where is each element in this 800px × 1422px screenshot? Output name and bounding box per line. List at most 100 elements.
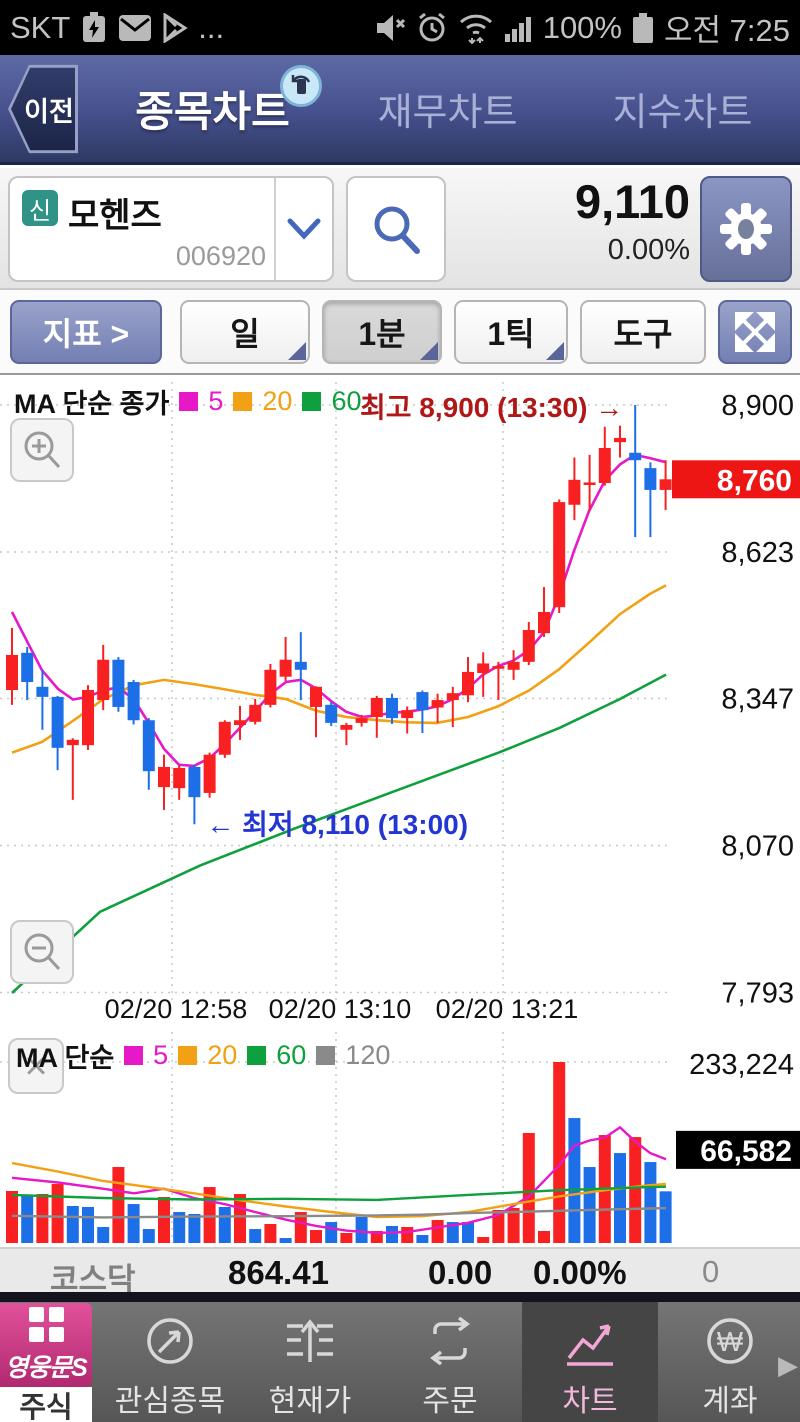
- stock-menu-label[interactable]: 주식: [0, 1387, 92, 1422]
- corner-triangle: [546, 342, 564, 360]
- search-button[interactable]: [346, 176, 446, 282]
- gear-icon: [720, 203, 772, 255]
- legend-swatch-ma5: [179, 392, 199, 411]
- legend-title: MA 단순 종가: [14, 389, 170, 419]
- expand-icon: [735, 312, 775, 352]
- price-change-pct: 0.00%: [607, 234, 690, 266]
- legend-swatch-ma60: [302, 392, 322, 411]
- nav-item-watchlist[interactable]: 관심종목: [102, 1302, 238, 1422]
- alarm-icon: [416, 12, 448, 44]
- back-button[interactable]: 이전: [8, 64, 78, 154]
- nav-label: 관심종목: [114, 1385, 226, 1418]
- indicator-label: 지표 >: [42, 316, 130, 352]
- nav-separator: [0, 1292, 800, 1302]
- button-label: 1분: [358, 316, 406, 352]
- stock-info-row: 신 모헨즈 006920 9,110 0.00%: [0, 168, 800, 290]
- period-1min-button[interactable]: 1분: [322, 300, 442, 364]
- stock-dropdown-button[interactable]: [274, 178, 332, 280]
- status-bar: SKT ... 100%: [0, 0, 800, 55]
- watchlist-icon: [147, 1318, 193, 1364]
- svg-text:8,070: 8,070: [721, 830, 794, 862]
- period-day-button[interactable]: 일: [180, 300, 310, 364]
- legend-label: 60: [276, 1040, 307, 1070]
- battery-percent: 100%: [542, 9, 622, 45]
- legend-title: MA 단순: [16, 1043, 115, 1073]
- chevron-down-icon: [287, 218, 321, 240]
- main-chart-canvas[interactable]: 8,900 8,623 8,347 8,070 7,793 02/20 12:58 02/2…: [0, 375, 800, 1035]
- volume-chart-canvas[interactable]: 233,224 66,582: [0, 1030, 800, 1252]
- current-price-icon: [287, 1319, 333, 1362]
- stock-selector[interactable]: 신 모헨즈 006920: [8, 176, 334, 282]
- top-nav: 이전 종목차트 재무차트 지수차트: [0, 55, 800, 165]
- chart-tabs: 종목차트 재무차트 지수차트: [95, 55, 800, 162]
- tools-button[interactable]: 도구: [580, 300, 706, 364]
- legend-swatch-ma5: [124, 1046, 144, 1065]
- svg-text:02/20 13:21: 02/20 13:21: [436, 994, 579, 1024]
- rotate-screen-icon[interactable]: [280, 65, 322, 107]
- index-value: 864.41: [228, 1254, 329, 1291]
- svg-text:233,224: 233,224: [689, 1049, 794, 1081]
- svg-text:8,900: 8,900: [721, 390, 794, 422]
- tab-label: 지수차트: [612, 92, 753, 134]
- button-label: 1틱: [487, 316, 535, 352]
- mute-icon: [373, 12, 407, 44]
- nav-label: 주문: [422, 1385, 478, 1418]
- chart-toolbar: 지표 > 일 1분 1틱 도구: [0, 290, 800, 375]
- nav-item-account[interactable]: ₩ 계좌: [662, 1302, 798, 1422]
- index-bar[interactable]: 코스닥 864.41 0.00 0.00% 0: [0, 1247, 800, 1297]
- stock-code: 006920: [175, 241, 266, 271]
- settings-button[interactable]: [700, 176, 792, 282]
- svg-text:66,582: 66,582: [700, 1135, 792, 1168]
- svg-text:₩: ₩: [717, 1326, 744, 1357]
- close-volume-button[interactable]: ×: [8, 1038, 64, 1094]
- fullscreen-button[interactable]: [718, 300, 792, 364]
- volume-ma-legend: MA 단순 5 20 60 120: [16, 1036, 390, 1075]
- index-name: 코스닥: [50, 1262, 136, 1297]
- corner-triangle: [288, 342, 306, 360]
- indicator-button[interactable]: 지표 >: [10, 300, 162, 364]
- tab-financial-chart[interactable]: 재무차트: [330, 55, 565, 162]
- app-logo-button[interactable]: 영웅문S: [0, 1303, 92, 1387]
- svg-text:02/20 12:58: 02/20 12:58: [105, 994, 248, 1024]
- bottom-nav: 영웅문S 주식 관심종목 현재가 주문 차트 ₩ 계좌 ▶: [0, 1302, 800, 1422]
- price-ma-legend: MA 단순 종가 5 20 60: [14, 382, 361, 421]
- search-icon: [374, 206, 420, 254]
- button-label: 일: [230, 316, 260, 352]
- svg-text:02/20 13:10: 02/20 13:10: [269, 994, 412, 1024]
- nav-more-arrow[interactable]: ▶: [778, 1350, 798, 1380]
- zoom-in-button[interactable]: [10, 418, 74, 482]
- tab-stock-chart[interactable]: 종목차트: [95, 55, 330, 162]
- period-1tick-button[interactable]: 1틱: [454, 300, 568, 364]
- order-icon: [430, 1316, 470, 1366]
- label: 주식: [19, 1391, 73, 1422]
- nav-label: 현재가: [268, 1385, 352, 1418]
- legend-swatch-ma60: [247, 1046, 267, 1065]
- grid-icon: [28, 1306, 64, 1342]
- clock-label: 오전 7:25: [664, 13, 790, 48]
- play-store-icon: [161, 12, 189, 43]
- legend-swatch-ma20: [178, 1046, 198, 1065]
- index-extra: 0: [702, 1254, 720, 1289]
- legend-label: 120: [345, 1040, 391, 1070]
- close-icon: ×: [24, 1044, 48, 1088]
- nav-item-current-price[interactable]: 현재가: [242, 1302, 378, 1422]
- zoom-out-icon: [24, 933, 61, 971]
- nav-item-order[interactable]: 주문: [382, 1302, 518, 1422]
- current-price: 9,110: [574, 175, 690, 228]
- nav-label: 차트: [562, 1385, 618, 1418]
- tab-label: 종목차트: [135, 88, 290, 135]
- chart-icon: [567, 1324, 613, 1366]
- corner-triangle: [420, 342, 438, 360]
- legend-label: 5: [153, 1040, 169, 1070]
- legend-label: 60: [331, 386, 362, 416]
- more-notifications: ...: [198, 9, 225, 45]
- nav-item-chart[interactable]: 차트: [522, 1302, 658, 1422]
- carrier-label: SKT: [10, 9, 71, 45]
- signal-icon: [504, 12, 534, 44]
- zoom-out-button[interactable]: [10, 920, 74, 984]
- legend-swatch-ma120: [316, 1046, 336, 1065]
- svg-text:← 최저 8,110 (13:00): ← 최저 8,110 (13:00): [206, 809, 468, 840]
- legend-swatch-ma20: [233, 392, 253, 411]
- tab-index-chart[interactable]: 지수차트: [565, 55, 800, 162]
